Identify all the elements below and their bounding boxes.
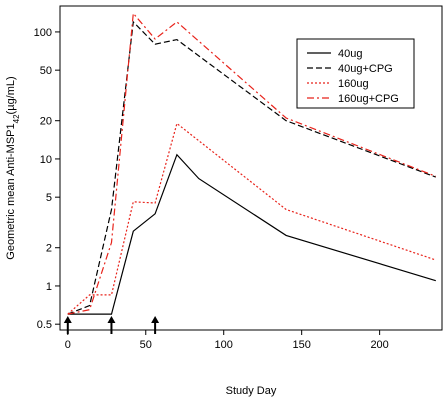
x-tick-label: 100 — [215, 339, 233, 351]
series-line-160ug — [67, 122, 436, 315]
y-tick-label: 0.5 — [37, 319, 52, 331]
legend-label: 40ug+CPG — [338, 63, 393, 75]
series-line-40ug — [67, 153, 436, 315]
y-axis: 0.5 1 2 5 10 20 50 100 — [34, 27, 60, 331]
y-tick-label: 20 — [40, 116, 52, 128]
y-axis-title-main: Geometric mean Anti-MSP1 — [5, 123, 17, 259]
legend-label: 160ug — [338, 78, 369, 90]
y-axis-title-unit: (µg/mL) — [5, 76, 17, 114]
vaccination-arrows — [63, 316, 160, 334]
y-tick-label: 2 — [46, 243, 52, 255]
legend: 40ug 40ug+CPG 160ug 160ug+CPG — [296, 38, 415, 109]
legend-label: 160ug+CPG — [338, 93, 399, 105]
series-line-160ug-cpg — [67, 11, 437, 315]
legend-label: 40ug — [338, 48, 362, 60]
y-axis-title-subscript: 42 — [12, 114, 21, 123]
x-axis: 0 50 100 150 200 — [65, 330, 389, 351]
x-axis-title: Study Day — [226, 385, 277, 397]
y-tick-label: 10 — [40, 154, 52, 166]
y-axis-title: Geometric mean Anti-MSP142(µg/mL) — [5, 76, 21, 259]
x-tick-label: 150 — [292, 339, 310, 351]
plot-frame — [59, 5, 443, 331]
vaccination-arrow — [151, 316, 160, 334]
x-tick-label: 50 — [140, 339, 152, 351]
y-tick-label: 50 — [40, 65, 52, 77]
y-tick-label: 5 — [46, 192, 52, 204]
legend-box — [296, 38, 415, 109]
y-tick-label: 1 — [46, 281, 52, 293]
vaccination-arrow — [63, 316, 72, 334]
y-tick-label: 100 — [34, 27, 52, 39]
series-line-40ug-cpg — [67, 20, 437, 315]
x-tick-label: 200 — [370, 339, 388, 351]
vaccination-arrow — [107, 316, 116, 334]
series-layer — [67, 11, 437, 315]
x-tick-label: 0 — [65, 339, 71, 351]
